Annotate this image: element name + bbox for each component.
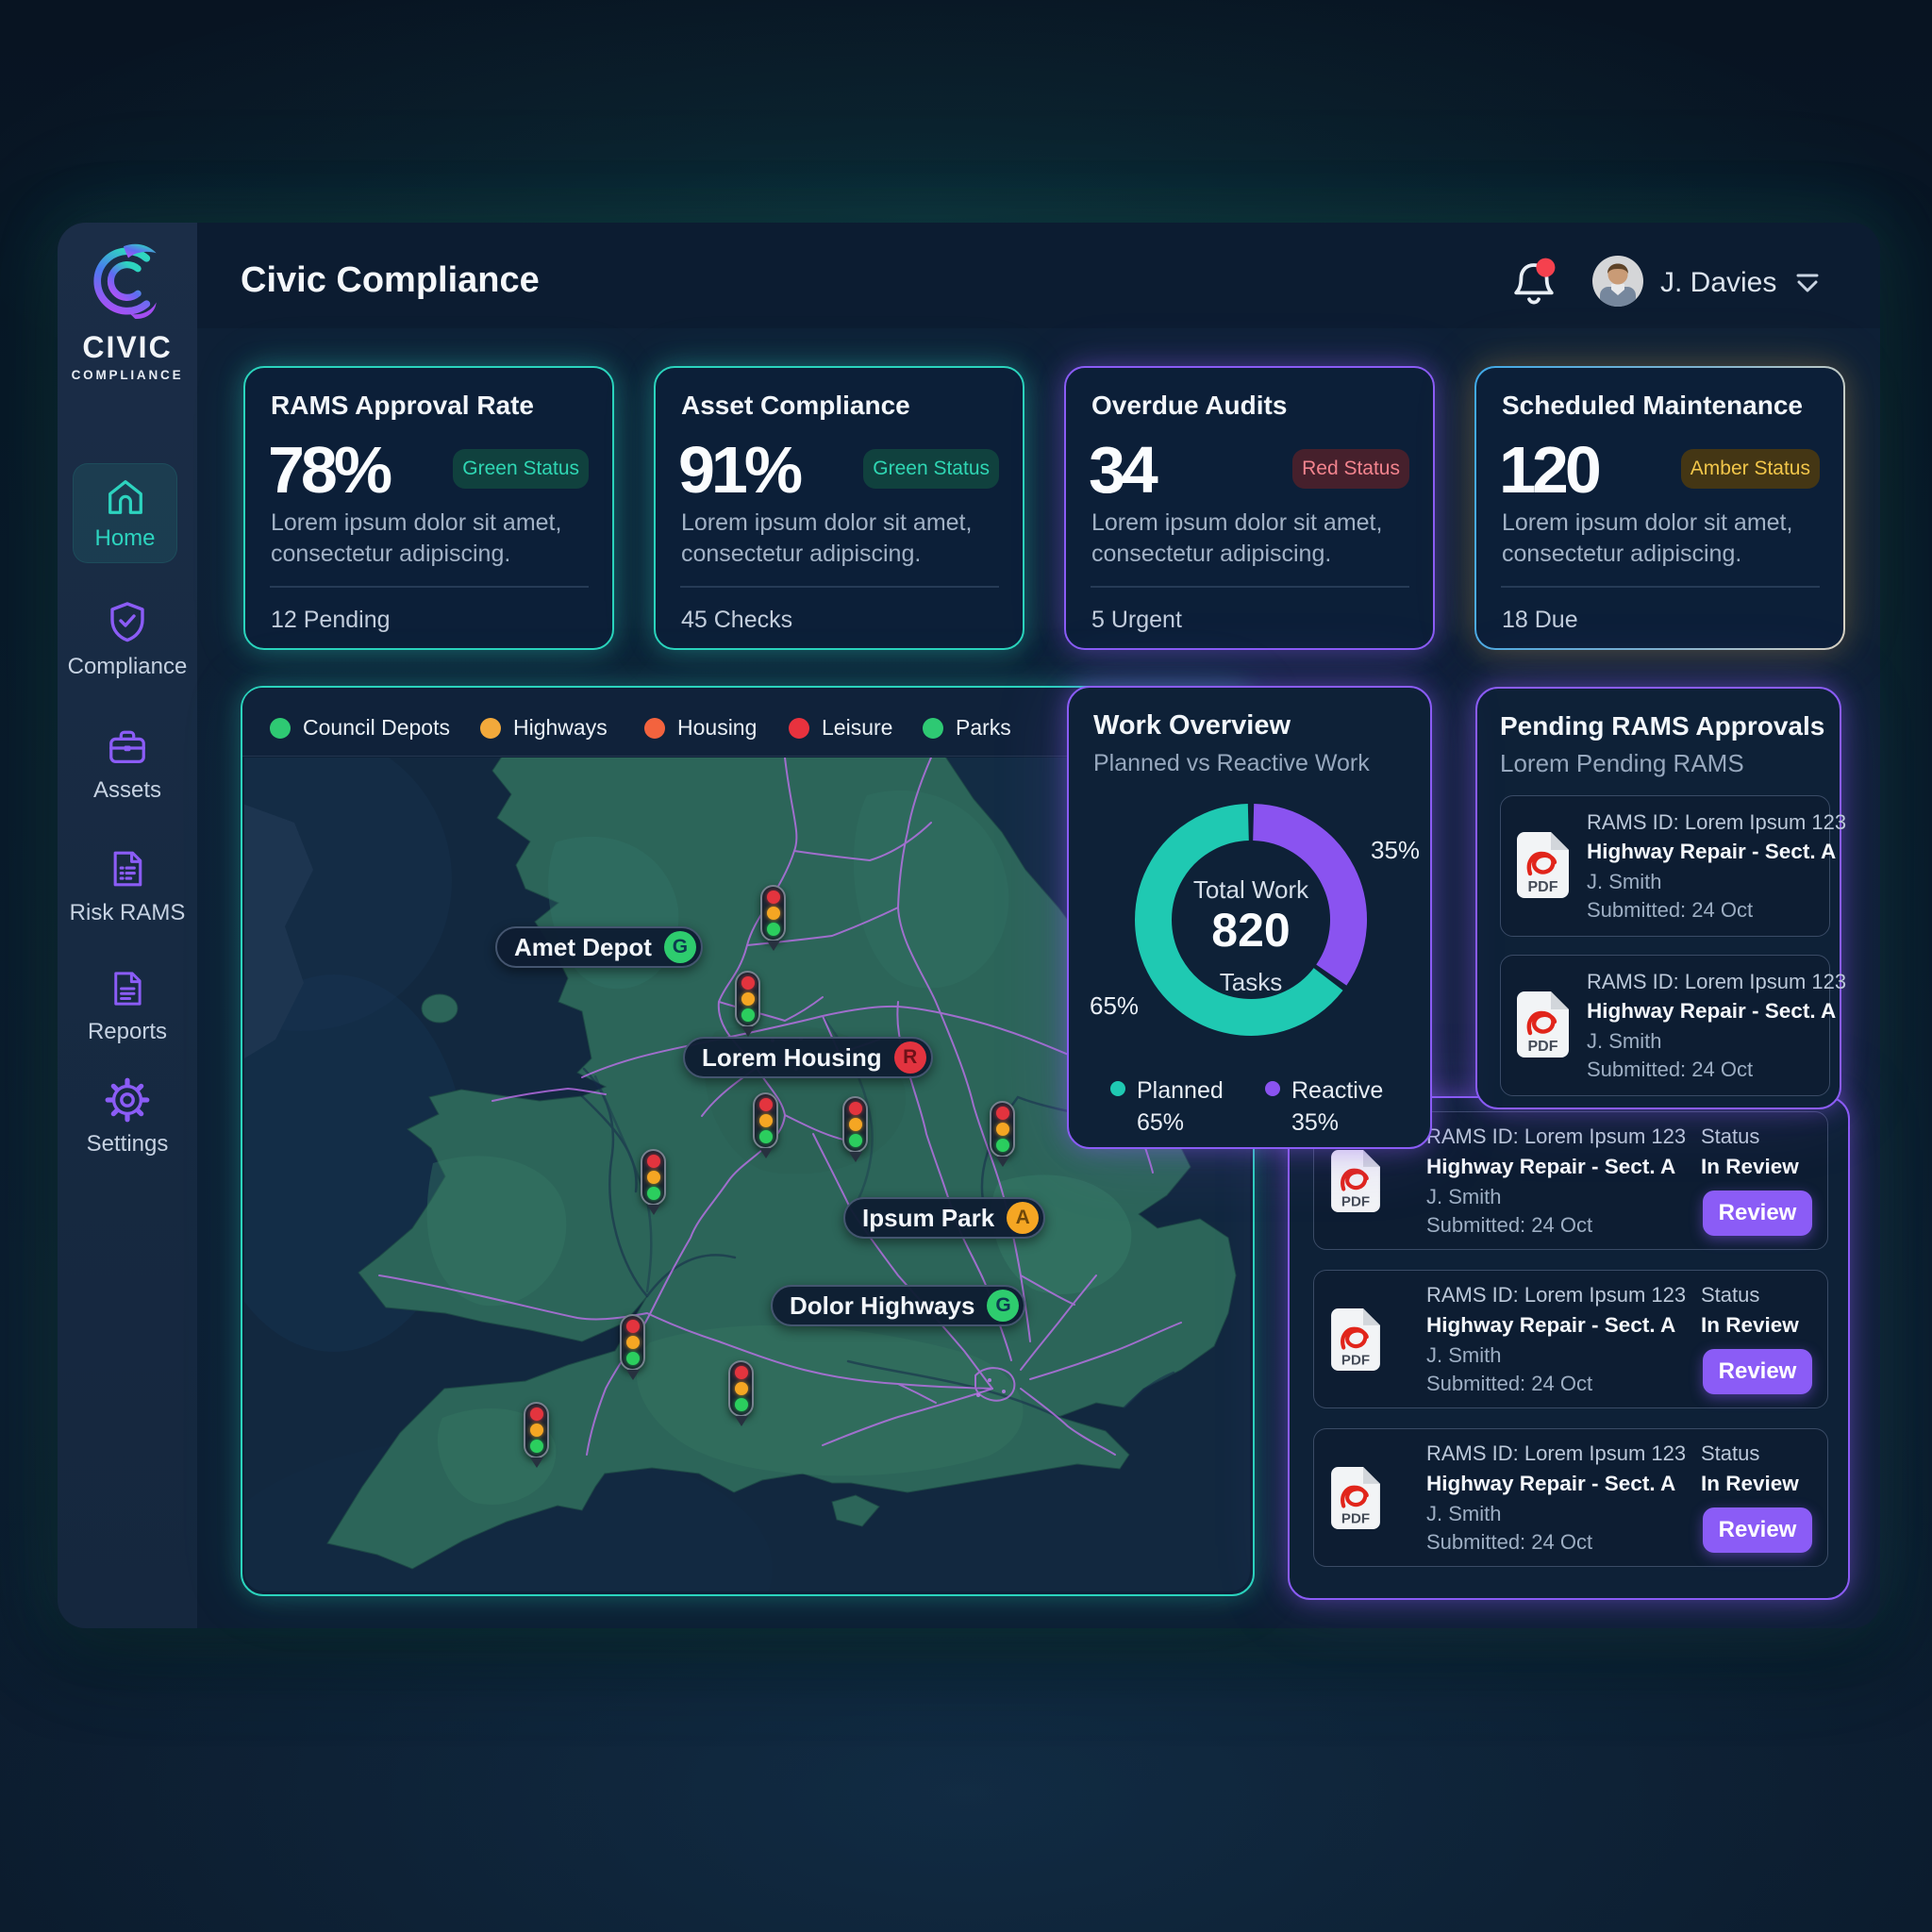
svg-text:PDF: PDF — [1528, 879, 1558, 895]
svg-text:PDF: PDF — [1341, 1193, 1370, 1209]
svg-text:PDF: PDF — [1528, 1039, 1558, 1055]
svg-text:PDF: PDF — [1341, 1352, 1370, 1368]
svg-text:PDF: PDF — [1341, 1510, 1370, 1526]
